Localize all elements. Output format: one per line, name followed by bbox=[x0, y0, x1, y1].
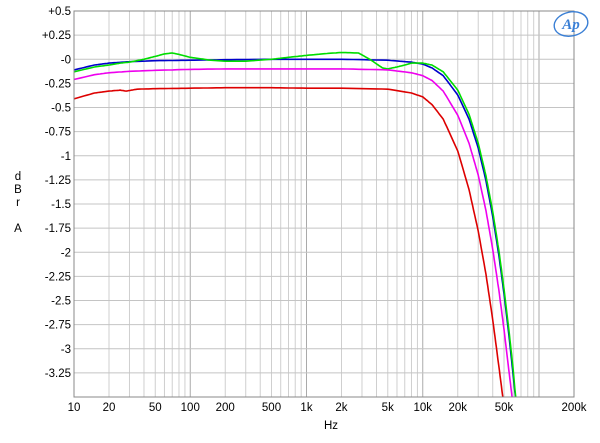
x-tick-labels: 10 20 50 100 200 500 1k 2k 5k 10k 20k 50k 200k bbox=[68, 402, 587, 414]
y-tick-label: -1.25 bbox=[45, 175, 71, 187]
y-axis-title-letter: r bbox=[16, 197, 20, 209]
y-tick-label: -0.25 bbox=[45, 78, 71, 90]
y-tick-label: -1 bbox=[61, 151, 71, 163]
x-tick-label: 1k bbox=[300, 402, 312, 414]
y-tick-label: -3.25 bbox=[45, 368, 71, 380]
y-tick-label: -1.5 bbox=[51, 199, 71, 211]
x-tick-label: 10k bbox=[413, 402, 432, 414]
x-tick-label: 2k bbox=[335, 402, 347, 414]
y-tick-label: -0.5 bbox=[51, 103, 71, 115]
y-tick-label: -2.75 bbox=[45, 320, 71, 332]
x-tick-label: 200 bbox=[216, 402, 235, 414]
y-tick-label: -0 bbox=[61, 54, 71, 66]
y-tick-label: +0.25 bbox=[42, 30, 71, 42]
y-tick-label: -2 bbox=[61, 247, 71, 259]
x-tick-label: 500 bbox=[262, 402, 281, 414]
plot-border bbox=[73, 10, 575, 398]
y-tick-label: -2.25 bbox=[45, 271, 71, 283]
series-line-3 bbox=[74, 68, 513, 397]
y-axis-title-letter: d bbox=[15, 171, 21, 183]
x-axis-title: Hz bbox=[324, 420, 338, 432]
ap-logo-mark: Ap bbox=[561, 17, 580, 33]
x-tick-label: 20 bbox=[103, 402, 116, 414]
y-tick-label: -0.75 bbox=[45, 127, 71, 139]
y-tick-label: -3 bbox=[61, 344, 71, 356]
y-tick-label: -2.5 bbox=[51, 296, 71, 308]
y-tick-label: +0.5 bbox=[48, 6, 71, 18]
x-tick-label: 200k bbox=[562, 402, 587, 414]
x-tick-label: 10 bbox=[68, 402, 81, 414]
x-tick-label: 100 bbox=[181, 402, 200, 414]
x-tick-label: 50 bbox=[149, 402, 162, 414]
data-curves bbox=[74, 51, 517, 397]
series-line-2 bbox=[74, 51, 517, 397]
y-axis-title-letter: A bbox=[14, 223, 22, 235]
y-tick-labels: +0.5 +0.25 -0 -0.25 -0.5 -0.75 -1 -1.25 -1.5 -1.7… bbox=[42, 6, 71, 380]
y-tick-label: -1.75 bbox=[45, 223, 71, 235]
y-axis-title-letter: B bbox=[14, 184, 22, 196]
ap-logo: Ap bbox=[553, 11, 589, 37]
y-axis-title: dBr A bbox=[14, 171, 22, 235]
ap-logo-ring bbox=[553, 11, 589, 37]
series-line-4 bbox=[74, 86, 504, 397]
x-tick-label: 5k bbox=[382, 402, 394, 414]
x-tick-label: 50k bbox=[495, 402, 514, 414]
x-tick-label: 20k bbox=[448, 402, 467, 414]
